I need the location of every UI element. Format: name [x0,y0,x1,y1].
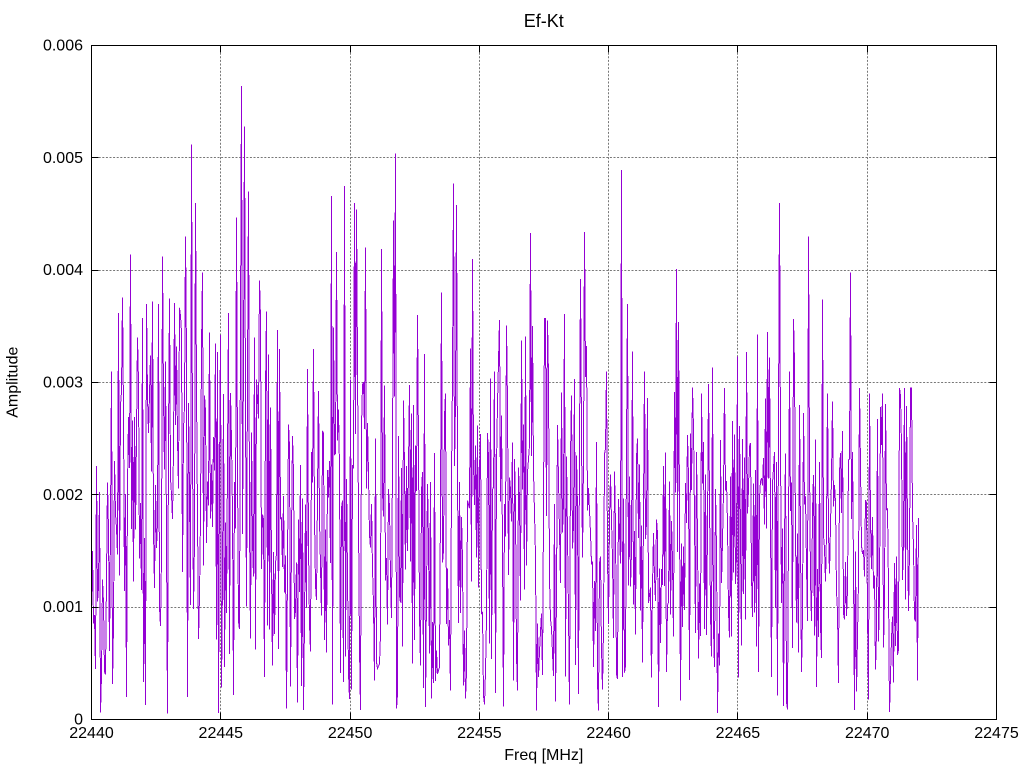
svg-text:22475: 22475 [974,725,1019,742]
svg-text:22455: 22455 [457,725,502,742]
svg-text:0.004: 0.004 [43,262,83,279]
svg-text:0.001: 0.001 [43,599,83,616]
svg-text:22445: 22445 [199,725,244,742]
svg-text:22450: 22450 [328,725,373,742]
svg-text:Freq [MHz]: Freq [MHz] [504,747,583,764]
svg-text:Amplitude: Amplitude [5,347,22,418]
svg-text:0.006: 0.006 [43,38,83,55]
svg-text:0: 0 [74,712,83,729]
svg-text:22465: 22465 [716,725,761,742]
svg-text:0.005: 0.005 [43,150,83,167]
svg-text:Ef-Kt: Ef-Kt [524,11,564,31]
svg-text:22470: 22470 [845,725,890,742]
svg-text:22440: 22440 [69,725,114,742]
svg-text:0.002: 0.002 [43,487,83,504]
svg-text:0.003: 0.003 [43,375,83,392]
svg-text:22460: 22460 [586,725,631,742]
